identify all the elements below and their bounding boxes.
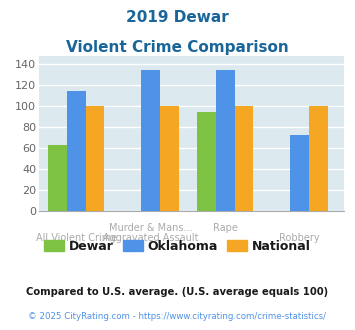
Bar: [48, 145, 67, 211]
Text: © 2025 CityRating.com - https://www.cityrating.com/crime-statistics/: © 2025 CityRating.com - https://www.city…: [28, 312, 327, 321]
Bar: [309, 106, 328, 211]
Text: All Violent Crime: All Violent Crime: [36, 233, 117, 243]
Bar: [160, 106, 179, 211]
Text: Robbery: Robbery: [279, 233, 320, 243]
Text: 2019 Dewar: 2019 Dewar: [126, 10, 229, 25]
Bar: [290, 135, 309, 211]
Text: Aggravated Assault: Aggravated Assault: [103, 233, 198, 243]
Bar: [235, 106, 253, 211]
Legend: Dewar, Oklahoma, National: Dewar, Oklahoma, National: [39, 235, 316, 258]
Text: Violent Crime Comparison: Violent Crime Comparison: [66, 40, 289, 54]
Text: Compared to U.S. average. (U.S. average equals 100): Compared to U.S. average. (U.S. average …: [26, 287, 329, 297]
Bar: [67, 91, 86, 211]
Bar: [86, 106, 104, 211]
Bar: [197, 112, 216, 211]
Bar: [141, 70, 160, 211]
Text: Rape: Rape: [213, 223, 237, 233]
Bar: [216, 70, 235, 211]
Text: Murder & Mans...: Murder & Mans...: [109, 223, 192, 233]
